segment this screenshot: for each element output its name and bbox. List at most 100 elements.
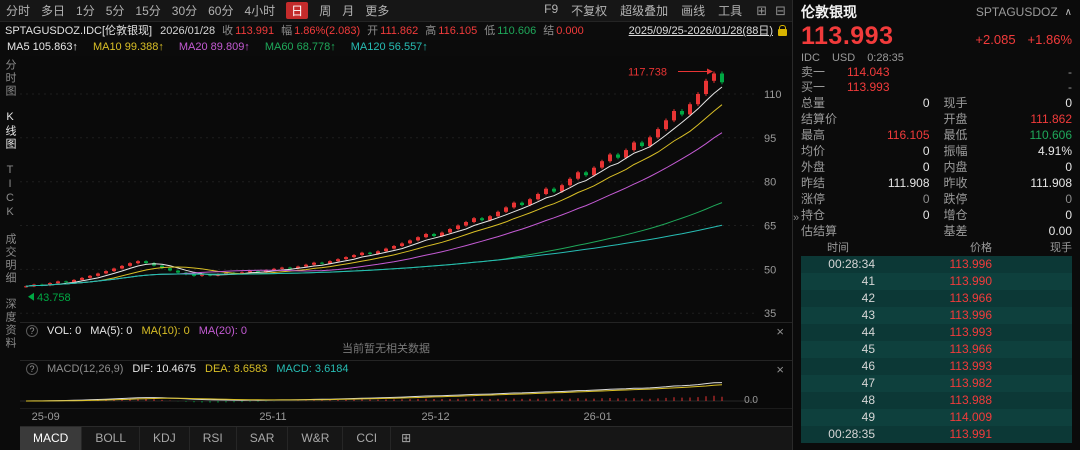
svg-text:50: 50: [764, 264, 776, 276]
time-sales-list[interactable]: 00:28:34 113.996 41 113.990 42 113.966 43 113.9…: [801, 256, 1072, 443]
svg-text:117.738: 117.738: [628, 67, 667, 79]
help-icon[interactable]: ?: [26, 363, 38, 375]
view-sidebar: 分时图 K线图 TICK 成交明细深度资料: [0, 56, 20, 450]
stat-value: 116.105: [887, 128, 930, 142]
toolbar-tool-2[interactable]: 超级叠加: [620, 4, 669, 18]
stat-row: 最高 116.105 最低 110.606: [801, 127, 1072, 143]
stat-label: 持仓: [801, 208, 826, 222]
period-tab-8[interactable]: 日: [286, 2, 309, 19]
indicator-tab-macd[interactable]: MACD: [20, 427, 83, 450]
ma-value-ma20: MA20 89.809↑: [178, 41, 250, 53]
quote-header: 伦敦银现 SPTAGUSDOZ ∧: [801, 2, 1072, 22]
expand-chevron-icon[interactable]: »: [793, 212, 800, 224]
tape-volume: [1032, 426, 1072, 443]
tape-volume: [1032, 307, 1072, 324]
period-tab-3[interactable]: 5分: [105, 4, 125, 18]
sidebar-tab-0[interactable]: 分时图: [4, 59, 16, 98]
tape-row: 44 113.993: [801, 324, 1072, 341]
toolbar-tool-3[interactable]: 画线: [681, 4, 706, 18]
stat-label: 最高: [801, 128, 826, 142]
sidebar-tab-3[interactable]: 成交明细: [4, 233, 16, 285]
macd-value: MACD: 3.6184: [276, 363, 349, 375]
sidebar-tab-1[interactable]: K线图: [4, 111, 16, 151]
info-field-value: 116.105: [438, 25, 478, 37]
bar-date: 2026/01/28: [160, 25, 216, 37]
svg-text:35: 35: [764, 308, 776, 320]
stat-value: [847, 111, 930, 127]
period-tab-7[interactable]: 4小时: [244, 4, 276, 18]
tape-volume: [1032, 290, 1072, 307]
vol-ma-label: MA(5): 0: [90, 325, 133, 337]
vol-ma-label: VOL: 0: [47, 325, 82, 337]
period-tab-9[interactable]: 周: [319, 4, 332, 18]
period-tabs: 分时 多日 1分 5分 15分 30分 60分 4小时日周月更多: [6, 2, 400, 19]
help-icon[interactable]: ?: [26, 325, 38, 337]
info-field-value: 110.606: [497, 25, 537, 37]
period-tab-1[interactable]: 多日: [41, 4, 66, 18]
ma-value-ma10: MA10 99.388↑: [92, 41, 164, 53]
tape-time: 41: [861, 274, 875, 288]
stat-row: 涨停 0 跌停 0: [801, 191, 1072, 207]
macd-chart[interactable]: [20, 377, 792, 408]
bid-label: 买一: [801, 80, 826, 94]
toolbar-tool-1[interactable]: 不复权: [571, 4, 608, 18]
macd-panel: ? MACD(12,26,9) DIF: 10.4675 DEA: 8.6583…: [20, 360, 792, 408]
period-tab-11[interactable]: 更多: [365, 4, 390, 18]
collapse-icon[interactable]: ∧: [1064, 6, 1072, 18]
indicator-tab-kdj[interactable]: KDJ: [140, 427, 190, 450]
indicator-tab-boll[interactable]: BOLL: [82, 427, 141, 450]
svg-text:110: 110: [764, 89, 782, 101]
sidebar-tab-2[interactable]: TICK: [4, 164, 16, 220]
indicator-tab-sar[interactable]: SAR: [237, 427, 289, 450]
close-icon[interactable]: ×: [776, 361, 784, 377]
tape-price: 113.991: [949, 427, 993, 441]
svg-text:43.758: 43.758: [37, 292, 71, 304]
symbol-label: SPTAGUSDOZ.IDC[伦敦银现]: [5, 25, 153, 37]
sidebar-tab-4[interactable]: 深度资料: [4, 298, 16, 350]
stat-label: 均价: [801, 144, 826, 158]
tape-price: 113.982: [949, 376, 993, 390]
stat-value: 0: [1065, 96, 1072, 110]
stat-label: 结算价: [801, 112, 838, 126]
tape-row: 43 113.996: [801, 307, 1072, 324]
period-tab-2[interactable]: 1分: [76, 4, 95, 18]
toolbar-tool-0[interactable]: F9: [544, 2, 559, 16]
period-tab-0[interactable]: 分时: [6, 4, 31, 18]
indicator-tab-cci[interactable]: CCI: [343, 427, 392, 450]
stat-value: 0: [922, 208, 930, 222]
period-tab-10[interactable]: 月: [342, 4, 355, 18]
ma-value-ma120: MA120 56.557↑: [350, 41, 428, 53]
stat-value: 4.91%: [1037, 144, 1072, 158]
tape-price: 113.993: [949, 359, 993, 373]
candlestick-chart[interactable]: 35 50 65 80 95 110 117.738 43.758: [20, 56, 792, 322]
tape-row: 45 113.966: [801, 341, 1072, 358]
period-tab-4[interactable]: 15分: [135, 4, 161, 18]
grid-layout-icon[interactable]: ⊞: [756, 2, 768, 18]
stat-value: [847, 223, 930, 239]
tape-time: 47: [861, 376, 875, 390]
toolbar-tools: F9 不复权 超级叠加 画线 工具: [531, 2, 742, 19]
stat-value: 0: [922, 96, 930, 110]
date-range[interactable]: 2025/09/25-2026/01/28(88日): [629, 22, 787, 40]
x-axis-label: 25-09: [31, 411, 60, 423]
stat-label: 跌停: [943, 192, 968, 206]
tape-volume: [1032, 409, 1072, 426]
info-field-label: 收: [222, 25, 234, 37]
stat-value: 0: [1065, 192, 1072, 206]
indicator-tab-wr[interactable]: W&R: [288, 427, 344, 450]
toolbar-tool-4[interactable]: 工具: [718, 4, 743, 18]
close-icon[interactable]: ×: [776, 323, 784, 339]
indicator-tab-rsi[interactable]: RSI: [190, 427, 237, 450]
stat-label: 最低: [943, 128, 968, 142]
split-panel-icon[interactable]: ⊟: [775, 2, 786, 18]
period-tab-5[interactable]: 30分: [171, 4, 198, 18]
date-range-text[interactable]: 2025/09/25-2026/01/28(88日): [628, 25, 773, 37]
period-tab-6[interactable]: 60分: [208, 4, 234, 18]
vol-ma-label: MA(20): 0: [198, 325, 248, 337]
x-axis-label: 25-12: [421, 411, 450, 423]
lock-icon[interactable]: [778, 25, 787, 36]
stat-label: 外盘: [801, 160, 826, 174]
add-indicator-button[interactable]: ⊞: [401, 431, 412, 445]
bid-price: 113.993: [847, 80, 890, 94]
macd-zero-label: 0.0: [744, 395, 758, 406]
